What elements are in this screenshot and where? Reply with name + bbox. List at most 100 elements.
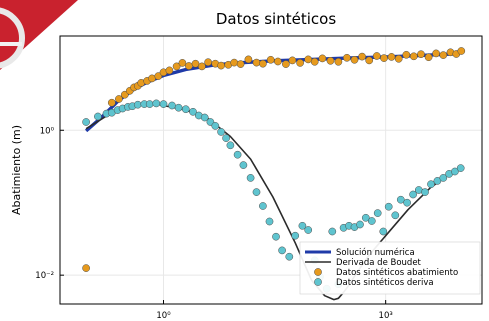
plot-area bbox=[59, 35, 483, 305]
data-point-series-3 bbox=[391, 211, 400, 220]
data-point-series-3 bbox=[181, 105, 190, 114]
data-point-series-2 bbox=[326, 56, 335, 65]
data-point-series-2 bbox=[350, 55, 359, 64]
data-point-series-2 bbox=[82, 264, 90, 272]
data-point-series-3 bbox=[409, 190, 417, 199]
legend-label-deriva: Datos sintéticos deriva bbox=[336, 277, 434, 288]
data-point-series-3 bbox=[379, 227, 388, 236]
data-point-series-3 bbox=[456, 164, 465, 172]
data-point-series-3 bbox=[304, 226, 313, 234]
data-point-series-3 bbox=[328, 227, 337, 236]
data-point-series-3 bbox=[252, 188, 261, 196]
data-point-series-3 bbox=[291, 231, 300, 240]
data-point-series-2 bbox=[191, 59, 200, 68]
data-point-series-3 bbox=[396, 195, 405, 204]
data-point-series-2 bbox=[417, 50, 425, 59]
data-point-series-3 bbox=[246, 174, 255, 182]
data-point-series-3 bbox=[272, 232, 280, 241]
x-tick-label: 10⁰ bbox=[156, 311, 171, 321]
data-point-series-3 bbox=[94, 112, 102, 121]
data-point-series-3 bbox=[427, 180, 435, 189]
data-point-series-3 bbox=[403, 198, 411, 207]
data-point-series-3 bbox=[439, 174, 448, 182]
legend-label-solucion: Solución numérica bbox=[336, 247, 415, 258]
data-point-series-2 bbox=[304, 55, 313, 64]
y-axis-label: Abatimiento (m) bbox=[10, 125, 23, 215]
data-point-series-3 bbox=[159, 100, 168, 108]
data-point-series-3 bbox=[451, 167, 459, 176]
legend-label-abatimiento: Datos sintéticos abatimiento bbox=[336, 267, 458, 278]
data-point-series-2 bbox=[107, 98, 116, 107]
logo-seal bbox=[0, 7, 25, 69]
data-point-series-2 bbox=[372, 52, 381, 60]
data-point-series-3 bbox=[421, 188, 429, 196]
data-point-series-2 bbox=[230, 58, 239, 67]
data-point-series-2 bbox=[394, 54, 403, 63]
data-point-series-3 bbox=[367, 217, 376, 225]
data-point-series-3 bbox=[356, 220, 364, 229]
data-point-series-2 bbox=[288, 56, 297, 65]
data-point-series-2 bbox=[217, 61, 225, 70]
data-point-series-2 bbox=[402, 50, 411, 59]
data-point-series-3 bbox=[226, 141, 235, 150]
data-point-series-2 bbox=[296, 59, 304, 67]
data-point-series-2 bbox=[252, 58, 261, 67]
data-point-series-3 bbox=[189, 107, 197, 116]
data-point-series-2 bbox=[457, 47, 466, 55]
data-point-series-3 bbox=[278, 246, 286, 255]
legend-marker-abatimiento bbox=[314, 268, 322, 276]
data-point-series-2 bbox=[178, 59, 187, 67]
data-point-series-2 bbox=[380, 54, 388, 62]
data-point-series-2 bbox=[185, 62, 193, 70]
data-point-series-2 bbox=[334, 57, 343, 66]
data-point-series-3 bbox=[82, 118, 90, 126]
data-point-series-2 bbox=[204, 58, 212, 67]
data-point-series-3 bbox=[174, 103, 183, 112]
data-point-series-3 bbox=[259, 202, 267, 210]
data-point-series-3 bbox=[373, 209, 382, 217]
data-point-series-3 bbox=[298, 221, 307, 230]
data-point-series-3 bbox=[200, 113, 209, 122]
data-point-series-2 bbox=[358, 52, 366, 61]
data-point-series-2 bbox=[259, 59, 267, 68]
data-point-series-3 bbox=[168, 101, 176, 110]
grid bbox=[60, 36, 482, 304]
data-point-series-2 bbox=[409, 52, 418, 61]
axis-ticks: 10⁰ 10³ 10⁰ 10⁻² bbox=[35, 126, 392, 321]
data-point-series-2 bbox=[282, 60, 290, 68]
data-point-series-2 bbox=[439, 51, 448, 59]
data-point-series-2 bbox=[424, 53, 433, 62]
series-points bbox=[82, 47, 466, 293]
data-point-series-3 bbox=[152, 99, 161, 108]
data-point-series-2 bbox=[154, 72, 163, 80]
legend-label-derivada: Derivada de Boudet bbox=[336, 258, 422, 268]
data-point-series-2 bbox=[310, 57, 319, 66]
data-point-series-3 bbox=[211, 122, 220, 130]
data-point-series-3 bbox=[384, 202, 393, 211]
y-tick-label: 10⁻² bbox=[35, 271, 54, 281]
data-point-series-3 bbox=[233, 150, 242, 159]
data-point-series-2 bbox=[274, 57, 282, 66]
data-point-series-3 bbox=[222, 134, 230, 142]
data-point-series-2 bbox=[365, 56, 374, 65]
legend: Solución numérica Derivada de Boudet Dat… bbox=[299, 241, 481, 295]
data-point-series-2 bbox=[318, 54, 327, 63]
data-point-series-2 bbox=[115, 95, 123, 103]
data-point-series-2 bbox=[266, 55, 275, 64]
data-point-series-3 bbox=[239, 161, 248, 169]
data-point-series-2 bbox=[244, 55, 253, 64]
data-point-series-2 bbox=[172, 62, 181, 71]
chart-title: Datos sintéticos bbox=[216, 10, 336, 28]
data-point-series-3 bbox=[133, 100, 142, 109]
data-point-series-2 bbox=[343, 53, 351, 62]
data-point-series-2 bbox=[236, 60, 245, 68]
data-point-series-2 bbox=[432, 49, 440, 58]
y-tick-label: 10⁰ bbox=[40, 126, 55, 136]
legend-box bbox=[299, 241, 481, 295]
data-point-series-3 bbox=[217, 128, 225, 136]
data-point-series-3 bbox=[361, 213, 370, 222]
x-tick-label: 10³ bbox=[379, 311, 393, 321]
data-point-series-3 bbox=[285, 252, 294, 261]
data-point-series-2 bbox=[165, 66, 174, 75]
